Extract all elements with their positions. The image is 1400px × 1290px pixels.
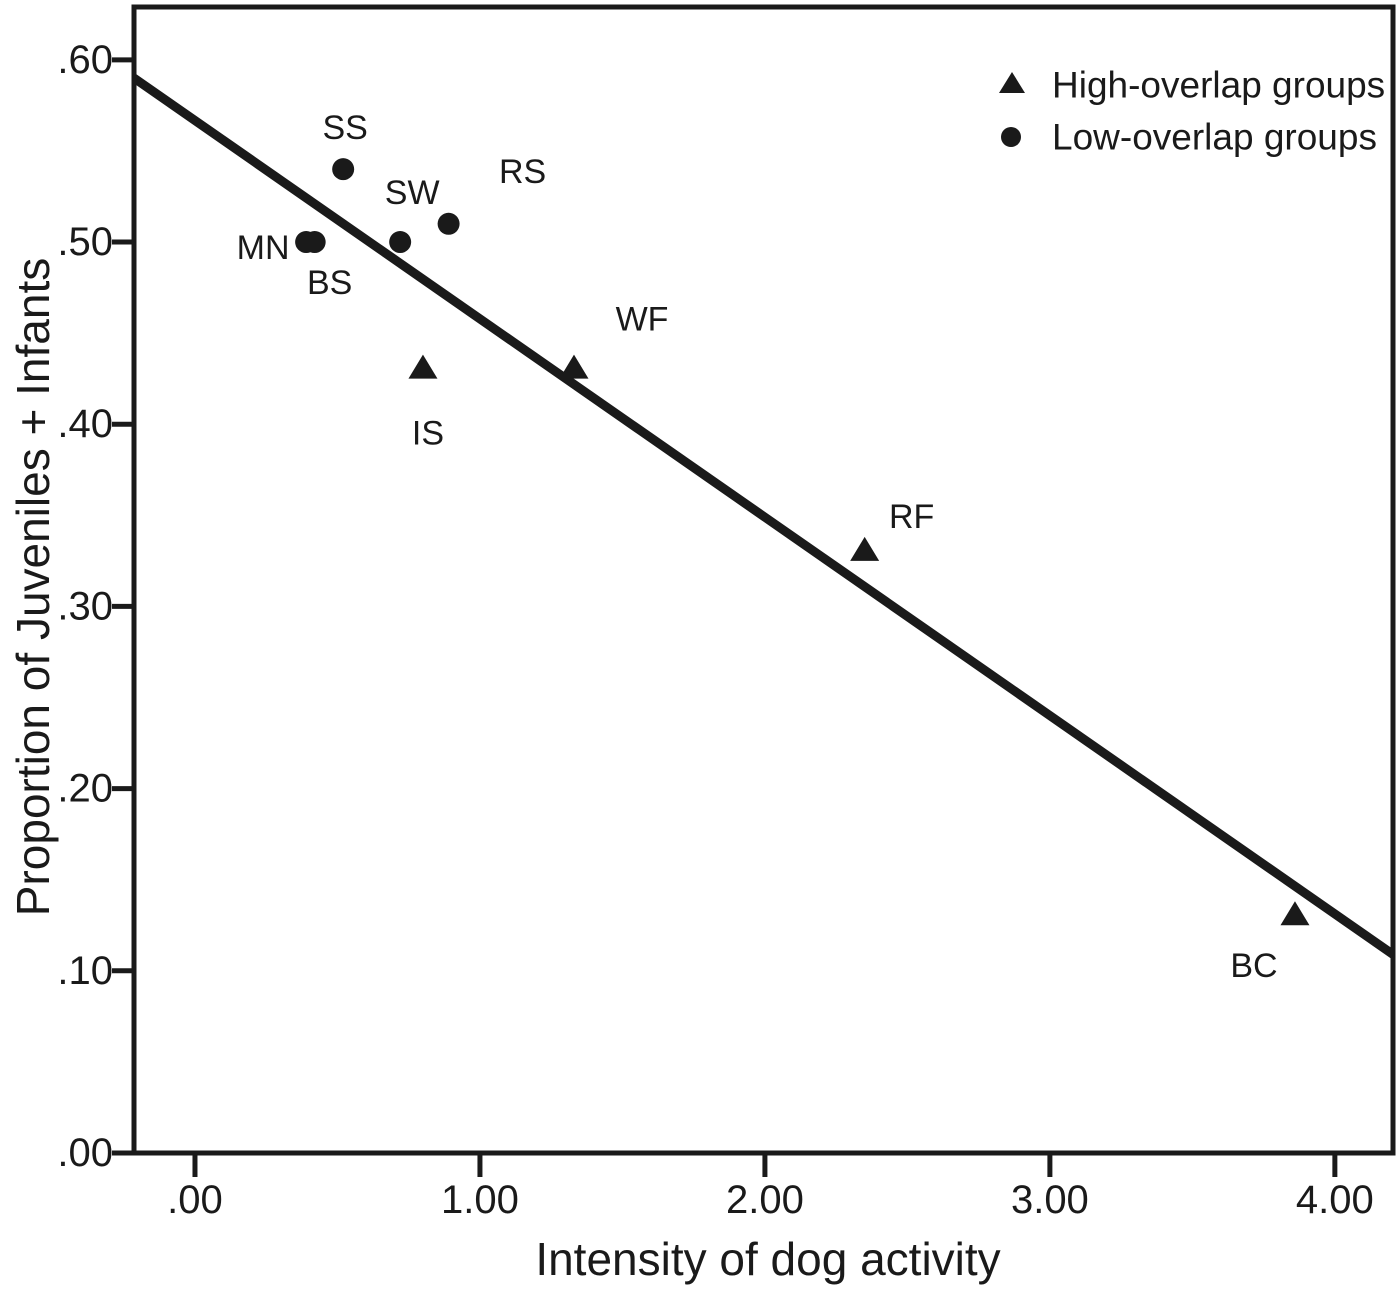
y-tick-label: .50 xyxy=(57,220,113,264)
point-label-WF: WF xyxy=(616,301,669,339)
point-label-MN: MN xyxy=(237,229,290,267)
y-tick-label: .20 xyxy=(57,767,113,811)
plot-frame xyxy=(131,4,1396,1156)
legend-circle-icon xyxy=(1001,127,1021,147)
legend-label: Low-overlap groups xyxy=(1052,117,1377,158)
y-tick-label: .10 xyxy=(57,949,113,993)
point-SW xyxy=(389,231,412,254)
regression-line xyxy=(131,74,1396,959)
x-tick-label: 2.00 xyxy=(726,1178,804,1222)
y-tick-label: .40 xyxy=(57,402,113,446)
point-label-RF: RF xyxy=(889,498,934,536)
y-tick-label: .30 xyxy=(57,584,113,628)
point-BC xyxy=(1280,901,1310,926)
y-tick-label: .60 xyxy=(57,38,113,82)
point-label-SS: SS xyxy=(322,109,367,147)
point-label-SW: SW xyxy=(385,174,440,212)
x-tick-label: 4.00 xyxy=(1296,1178,1374,1222)
point-label-RS: RS xyxy=(499,153,546,191)
point-label-BS: BS xyxy=(307,264,352,302)
point-RF xyxy=(850,536,880,561)
point-SS xyxy=(332,158,355,181)
y-tick-label: .00 xyxy=(57,1131,113,1175)
point-BS xyxy=(303,231,326,254)
x-tick-label: .00 xyxy=(167,1178,223,1222)
point-WF xyxy=(559,354,589,379)
x-axis-title: Intensity of dog activity xyxy=(535,1233,1000,1285)
point-label-BC: BC xyxy=(1230,947,1277,985)
y-axis-title: Proportion of Juveniles + Infants xyxy=(7,258,59,916)
legend-triangle-icon xyxy=(999,71,1025,93)
point-IS xyxy=(408,354,438,379)
legend-label: High-overlap groups xyxy=(1052,65,1385,106)
point-label-IS: IS xyxy=(412,415,444,453)
x-tick-label: 1.00 xyxy=(441,1178,519,1222)
x-tick-label: 3.00 xyxy=(1011,1178,1089,1222)
point-RS xyxy=(437,212,460,235)
